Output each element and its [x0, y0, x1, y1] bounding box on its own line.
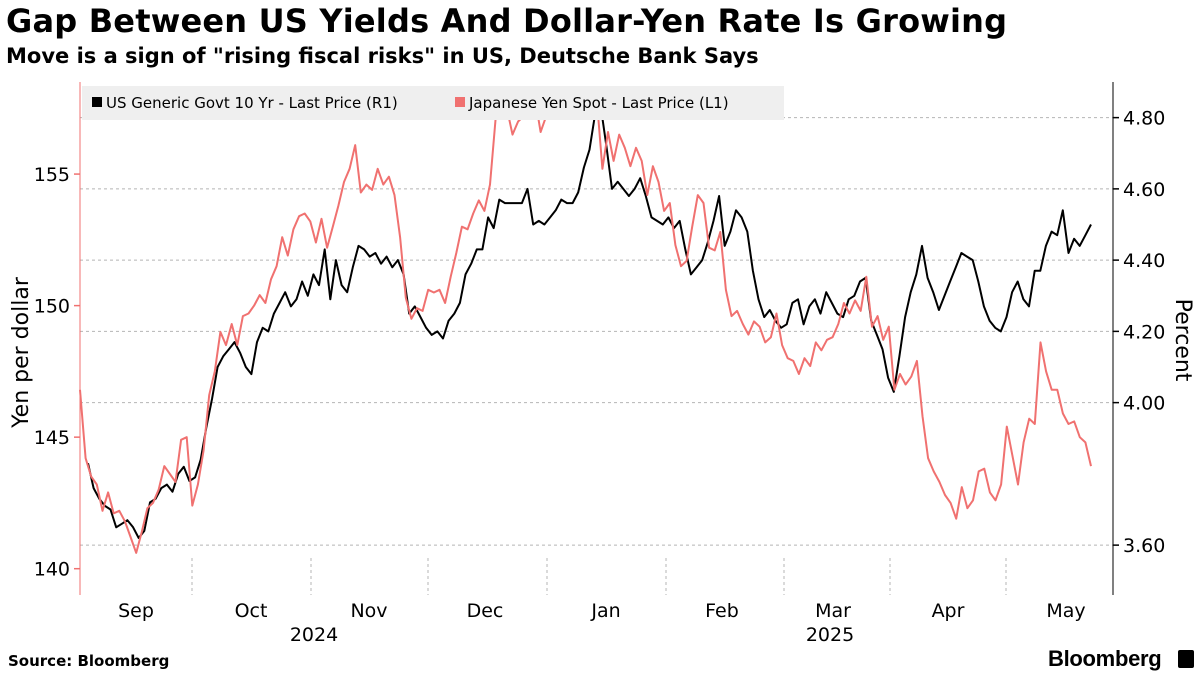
grid-lines: [80, 117, 1113, 595]
month-label: Oct: [235, 600, 268, 622]
axes: [74, 82, 1119, 595]
legend-label: Japanese Yen Spot - Last Price (L1): [468, 94, 729, 112]
left-axis-title: Yen per dollar: [9, 276, 34, 429]
month-label: May: [1046, 600, 1085, 622]
legend-label: US Generic Govt 10 Yr - Last Price (R1): [106, 94, 398, 112]
left-tick-label: 150: [34, 296, 70, 318]
right-tick-label: 4.80: [1123, 108, 1165, 130]
legend-swatch: [92, 97, 102, 107]
right-axis-title: Percent: [1170, 299, 1195, 382]
legend: US Generic Govt 10 Yr - Last Price (R1) J…: [82, 86, 784, 120]
month-label: Feb: [705, 600, 739, 622]
left-tick-label: 155: [34, 164, 70, 186]
bloomberg-logo: Bloomberg: [1048, 646, 1162, 671]
right-tick-label: 4.00: [1123, 393, 1165, 415]
chart-subtitle: Move is a sign of "rising fiscal risks" …: [6, 44, 759, 68]
us-10yr-yield-line: [87, 105, 1092, 539]
right-tick-label: 4.20: [1123, 321, 1165, 343]
right-tick-label: 4.60: [1123, 179, 1165, 201]
legend-box: [82, 86, 784, 120]
month-label: Apr: [932, 600, 965, 622]
year-label: 2025: [806, 624, 854, 646]
left-tick-label: 145: [34, 427, 70, 449]
left-tick-label: 140: [34, 559, 70, 581]
series-lines: [79, 88, 1092, 554]
right-tick-label: 4.40: [1123, 250, 1165, 272]
source-note: Source: Bloomberg: [8, 652, 170, 670]
month-label: Jan: [590, 600, 620, 622]
month-label: Dec: [467, 600, 504, 622]
legend-swatch: [455, 97, 465, 107]
chart-title: Gap Between US Yields And Dollar-Yen Rat…: [6, 2, 1008, 40]
month-label: Mar: [815, 600, 851, 622]
axis-labels: 140 145 150 155 3.60 4.00 4.20 4.40 4.60 4.80 Yen …: [9, 108, 1195, 646]
right-tick-label: 3.60: [1123, 535, 1165, 557]
month-label: Sep: [118, 600, 154, 622]
year-label: 2024: [290, 624, 338, 646]
month-label: Nov: [350, 600, 387, 622]
bloomberg-mark-icon: [1178, 650, 1194, 668]
